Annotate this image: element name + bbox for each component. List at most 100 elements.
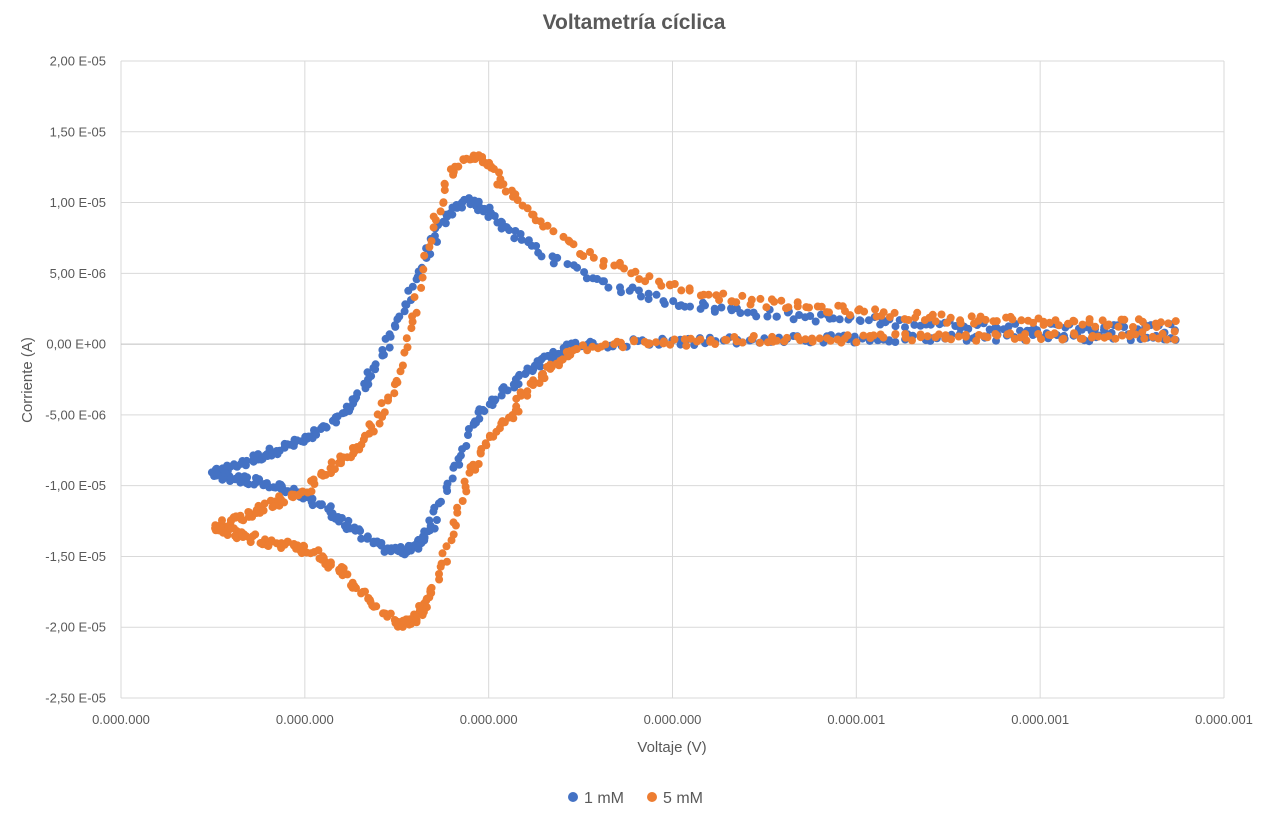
data-point (682, 341, 691, 350)
x-tick-label: 0.000.001 (1011, 712, 1069, 727)
data-point (449, 463, 458, 472)
data-point (490, 212, 499, 220)
data-point (652, 338, 660, 347)
legend-label: 1 mM (584, 790, 624, 807)
legend-marker (647, 792, 657, 802)
data-point (448, 210, 457, 219)
data-point (941, 331, 950, 340)
data-point (435, 575, 444, 584)
data-point (677, 286, 686, 295)
data-point (582, 274, 591, 283)
data-point (390, 389, 399, 398)
data-point (610, 340, 619, 349)
data-point (710, 307, 719, 316)
data-point (879, 308, 888, 317)
data-point (1120, 315, 1129, 324)
data-point (307, 487, 316, 496)
data-point (985, 325, 994, 334)
data-point (510, 383, 519, 392)
data-point (377, 399, 386, 408)
data-point (1003, 330, 1012, 339)
data-point (891, 330, 900, 339)
data-point (330, 465, 339, 474)
data-point (464, 425, 473, 433)
data-point (242, 456, 251, 465)
data-point (447, 536, 456, 545)
data-point (793, 332, 802, 341)
data-point (369, 537, 378, 546)
data-point (891, 338, 900, 346)
data-point (246, 534, 255, 543)
data-point (383, 544, 392, 553)
data-point (335, 565, 344, 574)
data-point (474, 197, 483, 206)
data-point (429, 212, 438, 221)
data-point (340, 521, 349, 530)
data-point (701, 301, 709, 310)
data-point (901, 330, 910, 338)
data-point (1114, 322, 1123, 331)
y-tick-label: 5,00 E-06 (50, 266, 106, 281)
data-point (438, 549, 447, 558)
data-point (391, 619, 400, 628)
data-point (770, 297, 779, 306)
data-point (293, 436, 302, 445)
data-point (580, 268, 589, 277)
data-point (670, 280, 679, 288)
data-point (891, 322, 900, 331)
data-point (395, 312, 404, 321)
data-point (499, 180, 508, 189)
data-point (476, 448, 485, 456)
data-point (546, 364, 555, 373)
data-point (763, 338, 772, 347)
data-point (312, 430, 321, 439)
data-point (324, 505, 333, 513)
data-point (631, 267, 640, 276)
data-point (401, 300, 410, 309)
data-point (805, 303, 813, 312)
data-point (403, 343, 412, 352)
data-point (1118, 331, 1127, 340)
data-point (353, 389, 362, 398)
data-point (763, 312, 772, 321)
data-point (501, 187, 510, 196)
data-point (429, 223, 438, 232)
data-point (793, 298, 802, 307)
data-point (280, 498, 289, 507)
data-point (1044, 330, 1053, 339)
data-point (1162, 335, 1171, 344)
data-point (500, 385, 509, 394)
x-tick-label: 0.000.000 (460, 712, 518, 727)
data-point (1170, 327, 1179, 336)
y-tick-label: -2,00 E-05 (45, 620, 106, 635)
data-point (1138, 328, 1147, 337)
data-point (1120, 323, 1129, 331)
data-point (398, 361, 407, 370)
data-point (756, 294, 765, 303)
data-point (367, 422, 376, 431)
data-point (207, 468, 216, 477)
x-tick-label: 0.000.001 (1195, 712, 1253, 727)
data-point (908, 336, 916, 345)
data-point (371, 360, 380, 369)
data-point (777, 296, 786, 305)
data-point (502, 223, 511, 232)
data-point (1058, 335, 1067, 344)
data-point (972, 336, 981, 345)
chart-title: Voltametría cíclica (543, 11, 726, 34)
data-point (402, 334, 411, 343)
data-point (454, 454, 463, 463)
data-point (738, 291, 747, 300)
data-point (645, 272, 654, 281)
data-point (808, 334, 817, 343)
y-tick-label: -2,50 E-05 (45, 691, 106, 706)
data-point (640, 337, 649, 346)
data-point (465, 468, 474, 477)
data-point (956, 319, 965, 328)
data-point (573, 263, 582, 272)
data-point (913, 308, 922, 317)
data-point (685, 284, 694, 293)
data-point (1104, 320, 1113, 329)
data-point (425, 593, 434, 602)
